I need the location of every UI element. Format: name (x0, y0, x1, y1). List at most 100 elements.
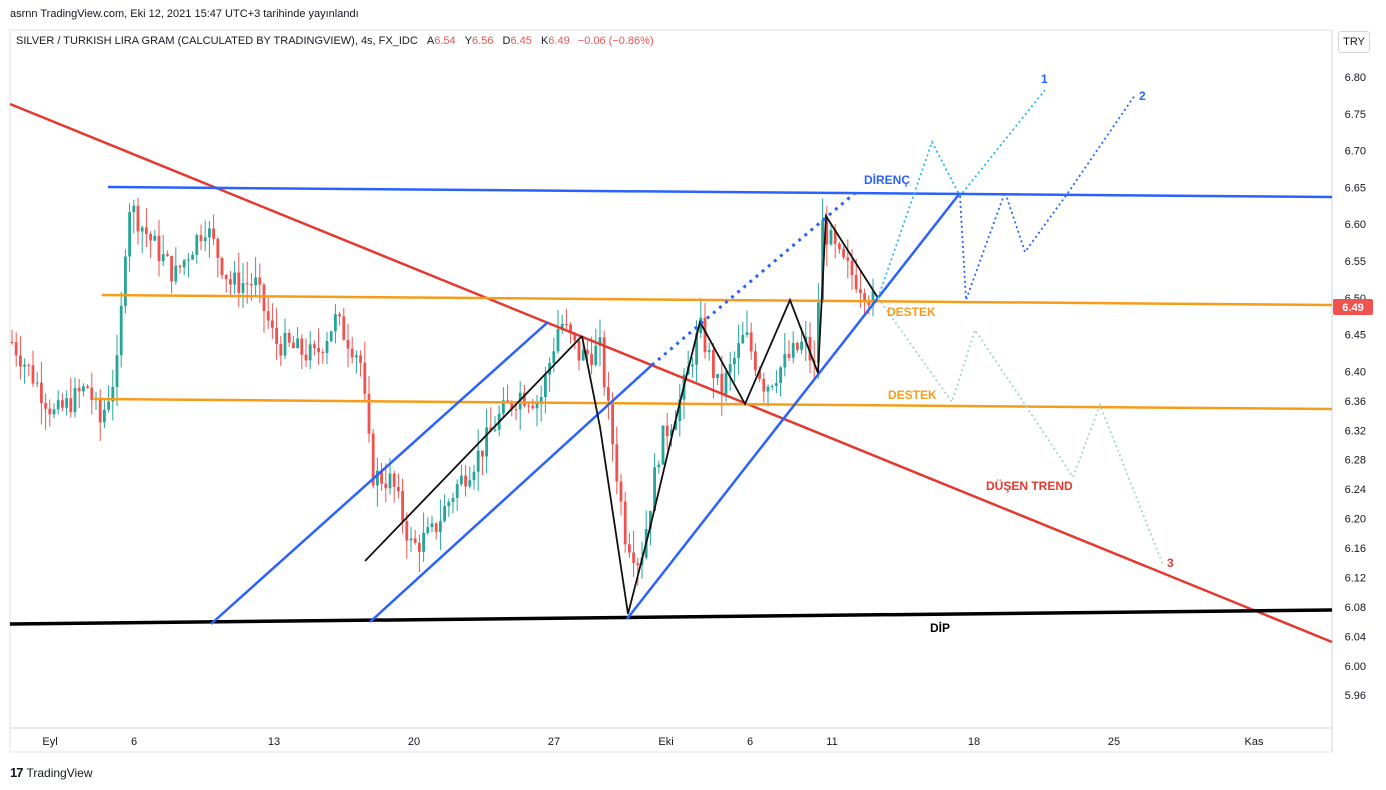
candle-body (859, 289, 862, 294)
candle-body (422, 532, 425, 552)
candle-body (615, 444, 619, 482)
candle-body (388, 473, 392, 489)
time-tick-label: 13 (268, 736, 280, 748)
candle-body (409, 538, 413, 541)
channel-line-lower[interactable] (369, 364, 653, 623)
candle-body (73, 387, 77, 413)
candle-body (212, 228, 215, 239)
price-tick-label: 6.45 (1345, 330, 1366, 342)
candle-body (90, 387, 94, 401)
candle-body (19, 355, 22, 367)
candle-body (182, 260, 186, 268)
candle-body (292, 342, 295, 349)
candle-body (233, 272, 236, 285)
channel-line-upper[interactable] (210, 321, 549, 625)
candle-body (560, 324, 564, 329)
candle-body (602, 337, 606, 388)
candle-body (224, 274, 228, 280)
scenario-1-path (877, 89, 1046, 299)
candle-body (371, 433, 375, 486)
resistance-line[interactable] (107, 185, 1333, 199)
time-tick-label: Eyl (42, 736, 57, 748)
price-tick-label: 5.96 (1345, 690, 1366, 702)
candle-body (317, 347, 320, 353)
price-tick-label: 6.20 (1345, 514, 1366, 526)
candle-body (455, 484, 459, 498)
candle-body (115, 355, 119, 387)
time-axis: Eyl 6 13 20 27 Eki 6 11 18 25 Kas (42, 736, 1264, 748)
candle-body (313, 344, 316, 348)
open-value: 6.54 (434, 35, 456, 47)
candle-body (829, 230, 833, 245)
candle-body (691, 364, 694, 367)
support-label-lower: DESTEK (888, 388, 937, 402)
candle-body (485, 427, 488, 457)
candle-body (741, 334, 745, 344)
candle-body (27, 364, 31, 366)
candle-body (724, 372, 728, 395)
candle-body (636, 562, 640, 565)
candle-body (523, 392, 526, 406)
candle-body (321, 352, 325, 354)
candle-body (136, 205, 140, 232)
scenario-3-label: 3 (1167, 556, 1174, 570)
swing-line-1 (364, 335, 583, 562)
candle-body (481, 450, 484, 457)
candle-body (178, 265, 182, 268)
currency-button[interactable]: TRY (1338, 31, 1370, 53)
candle-body (598, 337, 602, 346)
support-line-upper[interactable] (101, 293, 1333, 307)
candle-body (300, 338, 304, 355)
candle-body (791, 342, 795, 358)
candle-body (733, 357, 736, 365)
time-tick-label: 18 (968, 736, 980, 748)
candle-body (569, 324, 572, 334)
candle-body (397, 486, 400, 492)
last-price-value: 6.49 (1342, 302, 1363, 314)
price-tick-label: 6.70 (1345, 146, 1366, 158)
resistance-label: DİRENÇ (864, 172, 910, 187)
candle-body (632, 552, 635, 563)
price-tick-label: 6.75 (1345, 109, 1366, 121)
candle-body (745, 332, 749, 335)
candle-body (556, 328, 560, 352)
bottom-line[interactable] (9, 608, 1333, 626)
candle-body (23, 364, 26, 367)
candle-body (581, 349, 585, 361)
candle-body (355, 355, 358, 358)
change-value: −0.06 (−0.86%) (577, 35, 654, 47)
rising-support-line[interactable] (626, 192, 961, 620)
candle-body (304, 354, 308, 361)
candle-body (867, 302, 871, 306)
symbol-legend: SILVER / TURKISH LIRA GRAM (CALCULATED B… (16, 35, 654, 47)
candle-body (325, 341, 329, 354)
downtrend-line[interactable] (9, 102, 1333, 644)
high-value: 6.56 (472, 35, 494, 47)
candle-body (749, 332, 753, 352)
candle-body (502, 400, 505, 414)
candle-body (825, 220, 829, 245)
candle-body (132, 205, 136, 213)
candle-body (418, 542, 421, 552)
candle-body (775, 383, 778, 386)
candle-body (703, 317, 707, 353)
bottom-label: DİP (930, 620, 950, 635)
open-label: A (426, 35, 435, 47)
close-value: 6.49 (548, 35, 570, 47)
candle-body (174, 265, 178, 282)
candle-body (493, 429, 497, 431)
candle-body (514, 409, 518, 411)
last-price-tag (1333, 299, 1373, 315)
time-tick-label: 11 (826, 736, 837, 748)
candle-body (40, 382, 43, 404)
time-tick-label: 27 (548, 736, 560, 748)
candle-body (392, 473, 396, 487)
candle-body (439, 521, 442, 532)
candle-body (821, 220, 824, 303)
support-line-lower[interactable] (93, 397, 1333, 411)
candle-body (699, 317, 703, 334)
price-tick-label: 6.12 (1345, 572, 1366, 584)
candle-body (838, 243, 841, 249)
swing-zigzag (581, 213, 879, 615)
